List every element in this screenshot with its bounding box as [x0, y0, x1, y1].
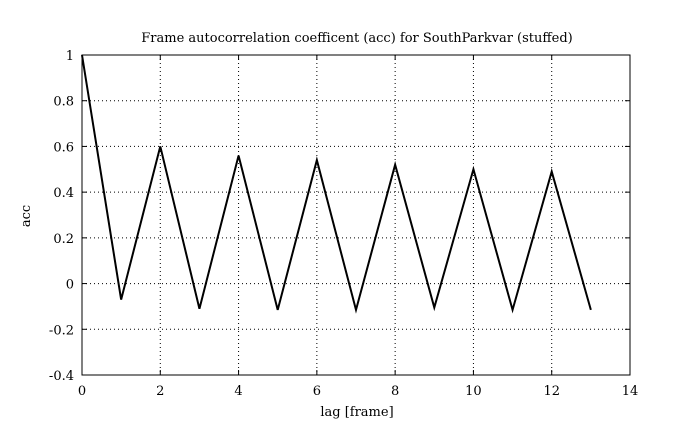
x-tick-label: 8: [391, 384, 399, 399]
x-tick-label: 2: [156, 384, 164, 399]
y-tick-label: -0.4: [49, 369, 74, 384]
x-tick-label: 12: [543, 384, 560, 399]
x-tick-labels: 0 2 4 6 8 10 12 14: [78, 384, 638, 399]
series-line: [81, 54, 592, 314]
y-tick-label: -0.2: [49, 323, 74, 338]
y-tick-label: 0.6: [53, 140, 74, 155]
plot-frame: [81, 54, 631, 376]
x-tick-label: 10: [465, 384, 482, 399]
x-tick-label: 0: [78, 384, 86, 399]
x-tick-label: 4: [234, 384, 242, 399]
x-tick-label: 6: [313, 384, 321, 399]
y-axis-label: acc: [19, 205, 34, 227]
y-tick-label: 0.4: [53, 186, 74, 201]
x-tick-label: 14: [622, 384, 639, 399]
chart-title: Frame autocorrelation coefficent (acc) f…: [141, 31, 572, 46]
y-tick-labels: -0.4 -0.2 0 0.2 0.4 0.6 0.8 1: [49, 49, 74, 384]
axis-ticks: [81, 54, 631, 376]
y-tick-label: 0.2: [53, 232, 74, 247]
grid-lines: [82, 55, 630, 375]
y-tick-label: 0: [66, 278, 74, 293]
y-tick-label: 0.8: [53, 95, 74, 110]
y-tick-label: 1: [66, 49, 74, 64]
x-axis-label: lag [frame]: [320, 405, 393, 420]
